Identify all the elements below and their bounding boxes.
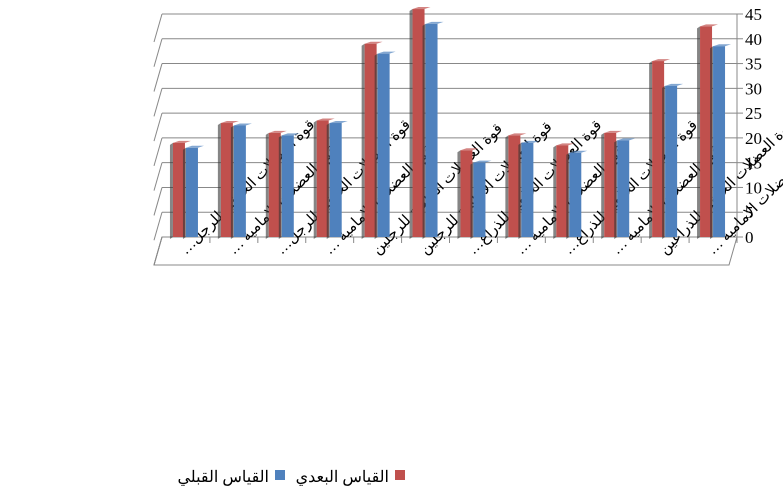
bar xyxy=(172,142,185,237)
bar-side xyxy=(614,140,618,239)
bar-top xyxy=(713,44,732,47)
bar xyxy=(700,26,713,238)
bar xyxy=(604,132,617,237)
y-tick-label: 0 xyxy=(745,228,754,247)
bar xyxy=(617,140,630,237)
y-tick-label: 15 xyxy=(745,154,762,173)
bar-top xyxy=(233,123,252,126)
grid-line-side xyxy=(153,212,163,241)
legend-swatch xyxy=(275,470,285,480)
grid-line-side xyxy=(153,38,163,67)
bar xyxy=(364,43,377,237)
bar-side xyxy=(313,120,317,239)
bar-side xyxy=(326,123,330,239)
bar xyxy=(268,132,281,237)
bar-top xyxy=(508,133,527,136)
bar-side xyxy=(457,150,461,239)
y-tick-label: 5 xyxy=(745,203,754,222)
bar-side xyxy=(374,53,378,240)
legend-swatch xyxy=(395,470,405,480)
bar-top xyxy=(604,130,623,133)
bar xyxy=(281,135,294,237)
bar-top xyxy=(652,59,671,62)
bar-top xyxy=(460,148,479,151)
bar-side xyxy=(169,142,173,239)
grid-line-side xyxy=(153,112,163,142)
bar-top xyxy=(521,140,540,143)
bar-side xyxy=(361,43,365,239)
bar xyxy=(185,147,198,237)
bar xyxy=(412,9,425,237)
bar xyxy=(377,53,390,238)
bar xyxy=(329,123,342,237)
y-tick-label: 35 xyxy=(745,55,762,74)
bar-top xyxy=(185,145,204,148)
grid-line-side xyxy=(153,162,163,191)
y-tick-label: 10 xyxy=(745,178,762,197)
bar-side xyxy=(710,46,714,239)
bar-side xyxy=(230,125,234,239)
grid-line-side xyxy=(153,88,163,117)
grid-line-side xyxy=(153,236,163,266)
bar-top xyxy=(172,140,191,143)
grid-line-side xyxy=(153,13,163,43)
bar-top xyxy=(329,121,348,124)
bar xyxy=(316,120,329,237)
bar xyxy=(569,152,582,237)
bar-side xyxy=(217,123,221,239)
bar-side xyxy=(505,135,509,239)
bar xyxy=(460,150,473,237)
y-tick-label: 20 xyxy=(745,129,762,148)
bar-top xyxy=(665,83,684,86)
bar-top xyxy=(425,21,444,24)
bar xyxy=(652,61,665,238)
bar-side xyxy=(278,135,282,239)
bar-top xyxy=(412,7,431,10)
y-tick-label: 30 xyxy=(745,79,762,98)
bar xyxy=(425,23,438,237)
bar xyxy=(521,142,534,237)
bar xyxy=(508,135,521,237)
bar-side xyxy=(662,85,666,239)
bar xyxy=(665,85,678,237)
bar-top xyxy=(364,41,383,44)
bar xyxy=(233,125,246,237)
legend-label: القياس البعدي xyxy=(296,469,389,486)
bar-side xyxy=(518,142,522,239)
bar-side xyxy=(422,23,426,239)
y-tick-label: 40 xyxy=(745,30,762,49)
bar-side xyxy=(601,132,605,239)
bar-side xyxy=(553,145,557,239)
bar-side xyxy=(649,61,653,240)
bar-top xyxy=(617,138,636,141)
bar xyxy=(473,162,486,237)
bar-top xyxy=(556,143,575,146)
bar-side xyxy=(409,9,413,239)
bar-top xyxy=(377,51,396,54)
bar-side xyxy=(470,162,474,239)
bar-side xyxy=(566,152,570,239)
grid-line-side xyxy=(153,63,163,92)
bar-side xyxy=(697,26,701,240)
bar-side xyxy=(265,132,269,239)
bar xyxy=(220,123,233,237)
y-tick-label: 25 xyxy=(745,104,762,123)
bar-top xyxy=(281,133,300,136)
bar-top xyxy=(316,118,335,121)
bar xyxy=(713,46,726,237)
legend-label: القياس القبلي xyxy=(177,469,269,486)
bar-side xyxy=(182,147,186,239)
bar-top xyxy=(220,121,239,124)
bar xyxy=(556,145,569,237)
y-tick-label: 45 xyxy=(745,5,762,24)
grid-line-side xyxy=(153,187,163,216)
bar-top xyxy=(569,150,588,153)
bar-top xyxy=(700,24,719,27)
legend: القياس البعدي القياس القبلي xyxy=(177,469,405,486)
grid-line-side xyxy=(153,137,163,167)
bar-top xyxy=(268,130,287,133)
bar-top xyxy=(473,160,492,163)
